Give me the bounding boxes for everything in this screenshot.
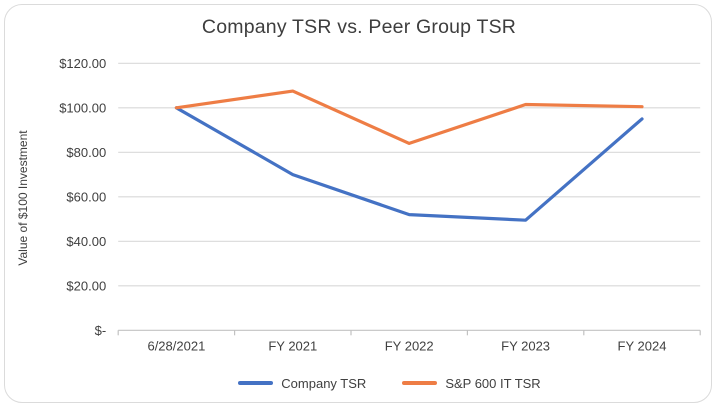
x-tick-label: FY 2024: [618, 338, 667, 353]
chart-card: [4, 4, 712, 403]
y-tick-label: $80.00: [66, 145, 106, 160]
y-tick-label: $40.00: [66, 234, 106, 249]
chart-title: Company TSR vs. Peer Group TSR: [201, 16, 517, 38]
y-tick-label: $60.00: [66, 189, 106, 204]
x-tick-label: 6/28/2021: [147, 338, 205, 353]
series-line-company-tsr: [174, 106, 644, 222]
y-tick-label: $20.00: [66, 278, 106, 293]
chart-legend: Company TSR S&P 600 IT TSR: [60, 374, 719, 392]
x-tick-label: FY 2023: [501, 338, 550, 353]
x-tick-label: FY 2022: [385, 338, 434, 353]
y-tick-label: $-: [95, 323, 107, 338]
series-line-s-p-600-it-tsr: [174, 89, 644, 145]
legend-label: Company TSR: [281, 375, 367, 391]
legend-item-s-p-600-it-tsr: S&P 600 IT TSR: [402, 375, 541, 391]
legend-label: S&P 600 IT TSR: [445, 375, 541, 391]
x-tick-label: FY 2021: [268, 338, 317, 353]
y-tick-label: $100.00: [59, 100, 106, 115]
legend-item-company-tsr: Company TSR: [238, 376, 366, 391]
legend-line-swatch: [402, 381, 438, 385]
legend-line-swatch: [238, 381, 274, 385]
y-tick-label: $120.00: [59, 56, 106, 71]
